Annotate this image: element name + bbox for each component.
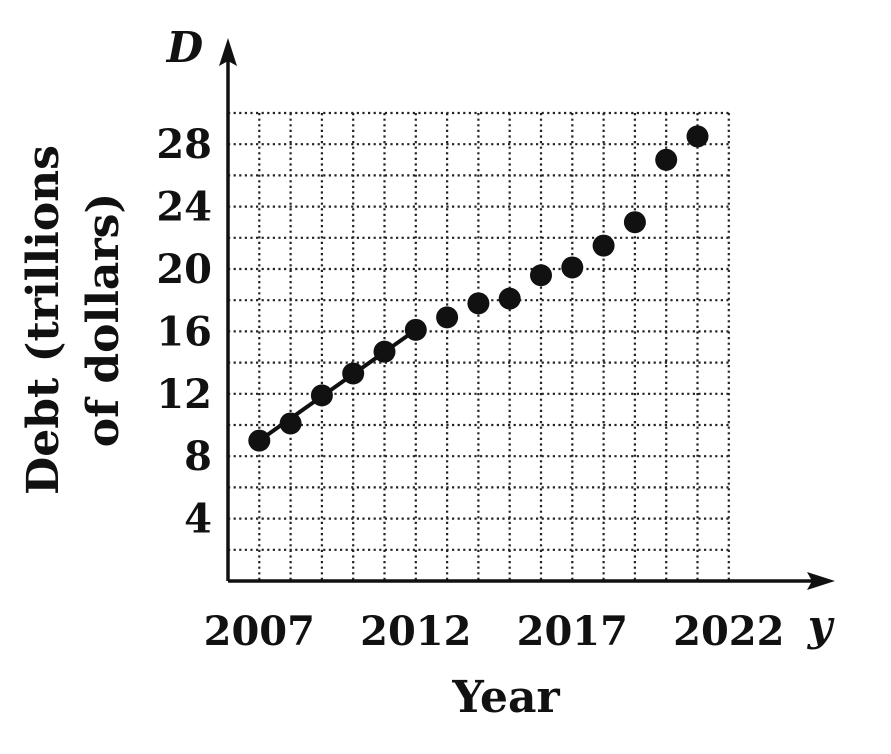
x-axis-variable: y — [807, 601, 835, 650]
y-tick-label: 28 — [156, 121, 212, 168]
y-tick-label: 4 — [184, 496, 212, 543]
x-axis-arrowhead — [807, 572, 835, 590]
tick-labels: 4 8 12 16 20 24 28 2007 2012 2017 2022 — [156, 121, 784, 655]
y-tick-label: 8 — [184, 433, 212, 480]
data-point — [561, 256, 584, 279]
data-point — [530, 264, 552, 287]
y-tick-label: 20 — [156, 246, 212, 293]
x-tick-label: 2012 — [360, 608, 471, 655]
grid — [228, 111, 730, 581]
y-tick-label: 16 — [156, 308, 212, 355]
y-axis-arrowhead — [219, 38, 237, 66]
x-tick-label: 2007 — [204, 608, 315, 655]
axes — [219, 38, 835, 590]
y-tick-label: 24 — [156, 184, 212, 231]
data-point — [404, 318, 427, 341]
data-point — [467, 292, 490, 315]
y-axis-title-line-1: Debt (trillions — [18, 145, 69, 495]
y-axis-title-line-2: of dollars) — [78, 193, 129, 447]
data-point — [498, 287, 521, 310]
data-point — [248, 429, 271, 452]
data-point — [436, 306, 459, 329]
data-point — [592, 234, 615, 257]
data-point — [279, 412, 302, 435]
data-point — [655, 148, 678, 171]
y-axis-variable: D — [166, 23, 204, 72]
data-point — [342, 362, 365, 385]
data-point — [373, 340, 396, 363]
data-point — [686, 125, 709, 148]
x-tick-label: 2017 — [517, 608, 628, 655]
data-point — [623, 211, 646, 234]
x-axis-title: Year — [451, 672, 560, 723]
y-tick-label: 12 — [156, 371, 212, 418]
x-tick-label: 2022 — [673, 608, 784, 655]
data-points — [248, 125, 709, 452]
data-point — [310, 384, 333, 407]
